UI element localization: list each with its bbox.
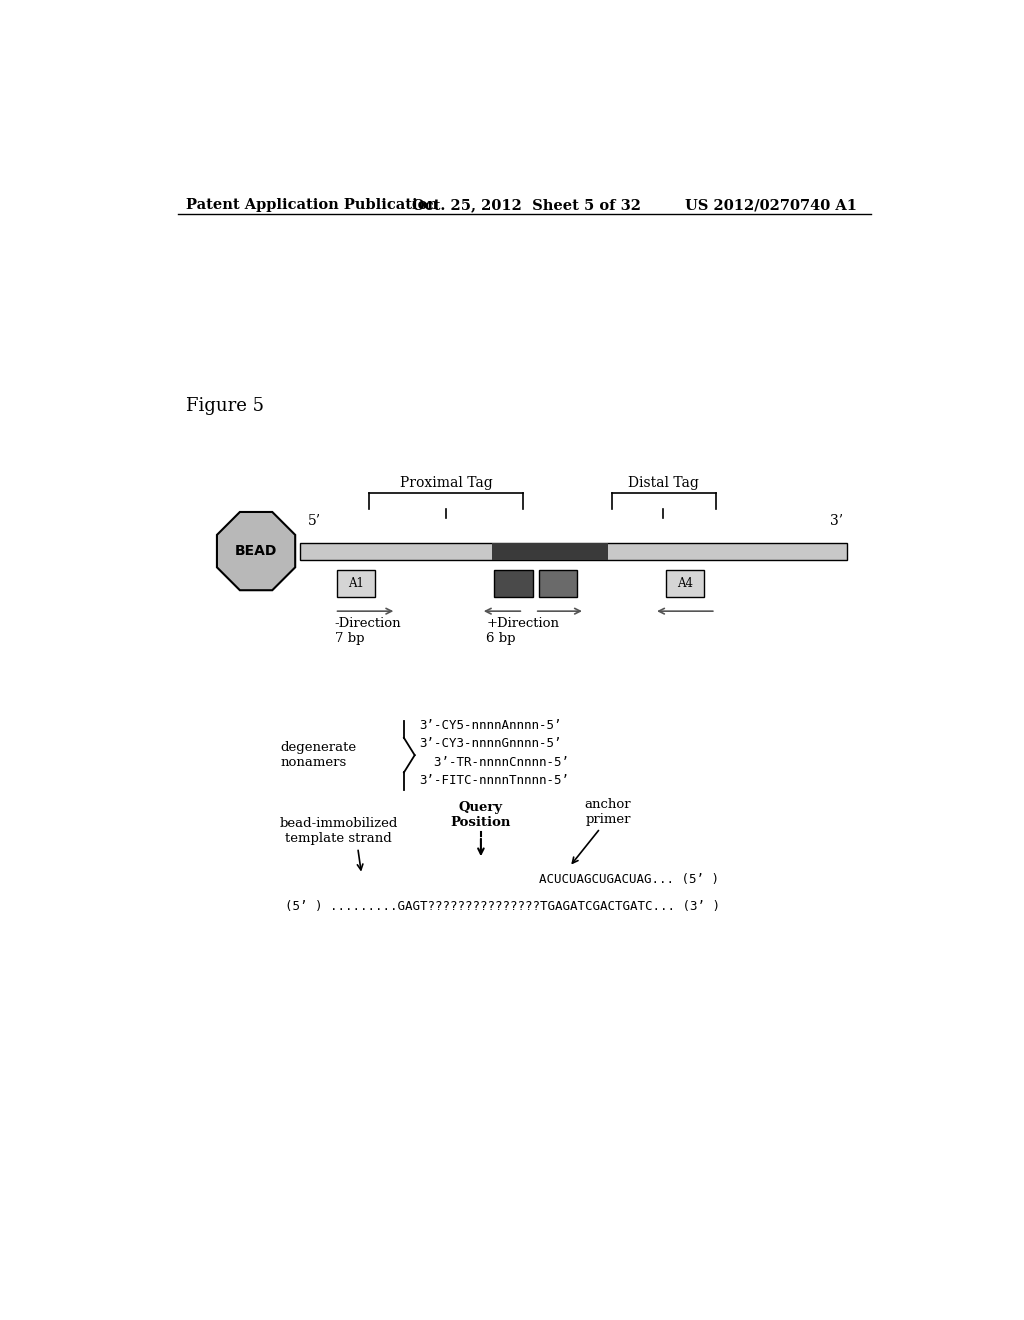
- Text: +Direction
6 bp: +Direction 6 bp: [486, 618, 559, 645]
- Text: 3’-CY3-nnnnGnnnn-5’: 3’-CY3-nnnnGnnnn-5’: [419, 738, 562, 751]
- Text: 3’-FITC-nnnnTnnnn-5’: 3’-FITC-nnnnTnnnn-5’: [419, 775, 569, 788]
- Bar: [493, 543, 608, 560]
- Polygon shape: [217, 512, 295, 590]
- Text: 3’-CY5-nnnnAnnnn-5’: 3’-CY5-nnnnAnnnn-5’: [419, 719, 562, 733]
- Text: ACUCUAGCUGACUAG... (5’ ): ACUCUAGCUGACUAG... (5’ ): [539, 873, 719, 886]
- Bar: [337, 570, 376, 598]
- Text: Figure 5: Figure 5: [186, 397, 264, 414]
- Text: Distal Tag: Distal Tag: [628, 475, 698, 490]
- Text: (5’ ) .........GAGT???????????????TGAGATCGACTGATC... (3’ ): (5’ ) .........GAGT???????????????TGAGAT…: [285, 900, 720, 913]
- Text: Patent Application Publication: Patent Application Publication: [186, 198, 438, 213]
- Bar: [539, 570, 578, 598]
- Bar: [666, 570, 705, 598]
- Text: degenerate
nonamers: degenerate nonamers: [281, 741, 356, 770]
- Text: Query
Position: Query Position: [451, 801, 511, 829]
- Text: A4: A4: [677, 577, 693, 590]
- Bar: [300, 543, 847, 560]
- Bar: [494, 570, 532, 598]
- Text: Oct. 25, 2012  Sheet 5 of 32: Oct. 25, 2012 Sheet 5 of 32: [412, 198, 641, 213]
- Text: 5’: 5’: [307, 513, 321, 528]
- Text: anchor
primer: anchor primer: [585, 797, 631, 825]
- Text: 3’-TR-nnnnCnnnn-5’: 3’-TR-nnnnCnnnn-5’: [419, 756, 569, 770]
- Text: Proximal Tag: Proximal Tag: [400, 475, 493, 490]
- Text: bead-immobilized
template strand: bead-immobilized template strand: [280, 817, 397, 845]
- Text: US 2012/0270740 A1: US 2012/0270740 A1: [685, 198, 857, 213]
- Text: A1: A1: [348, 577, 365, 590]
- Text: BEAD: BEAD: [234, 544, 278, 558]
- Text: -Direction
7 bp: -Direction 7 bp: [335, 618, 401, 645]
- Text: 3’: 3’: [829, 513, 843, 528]
